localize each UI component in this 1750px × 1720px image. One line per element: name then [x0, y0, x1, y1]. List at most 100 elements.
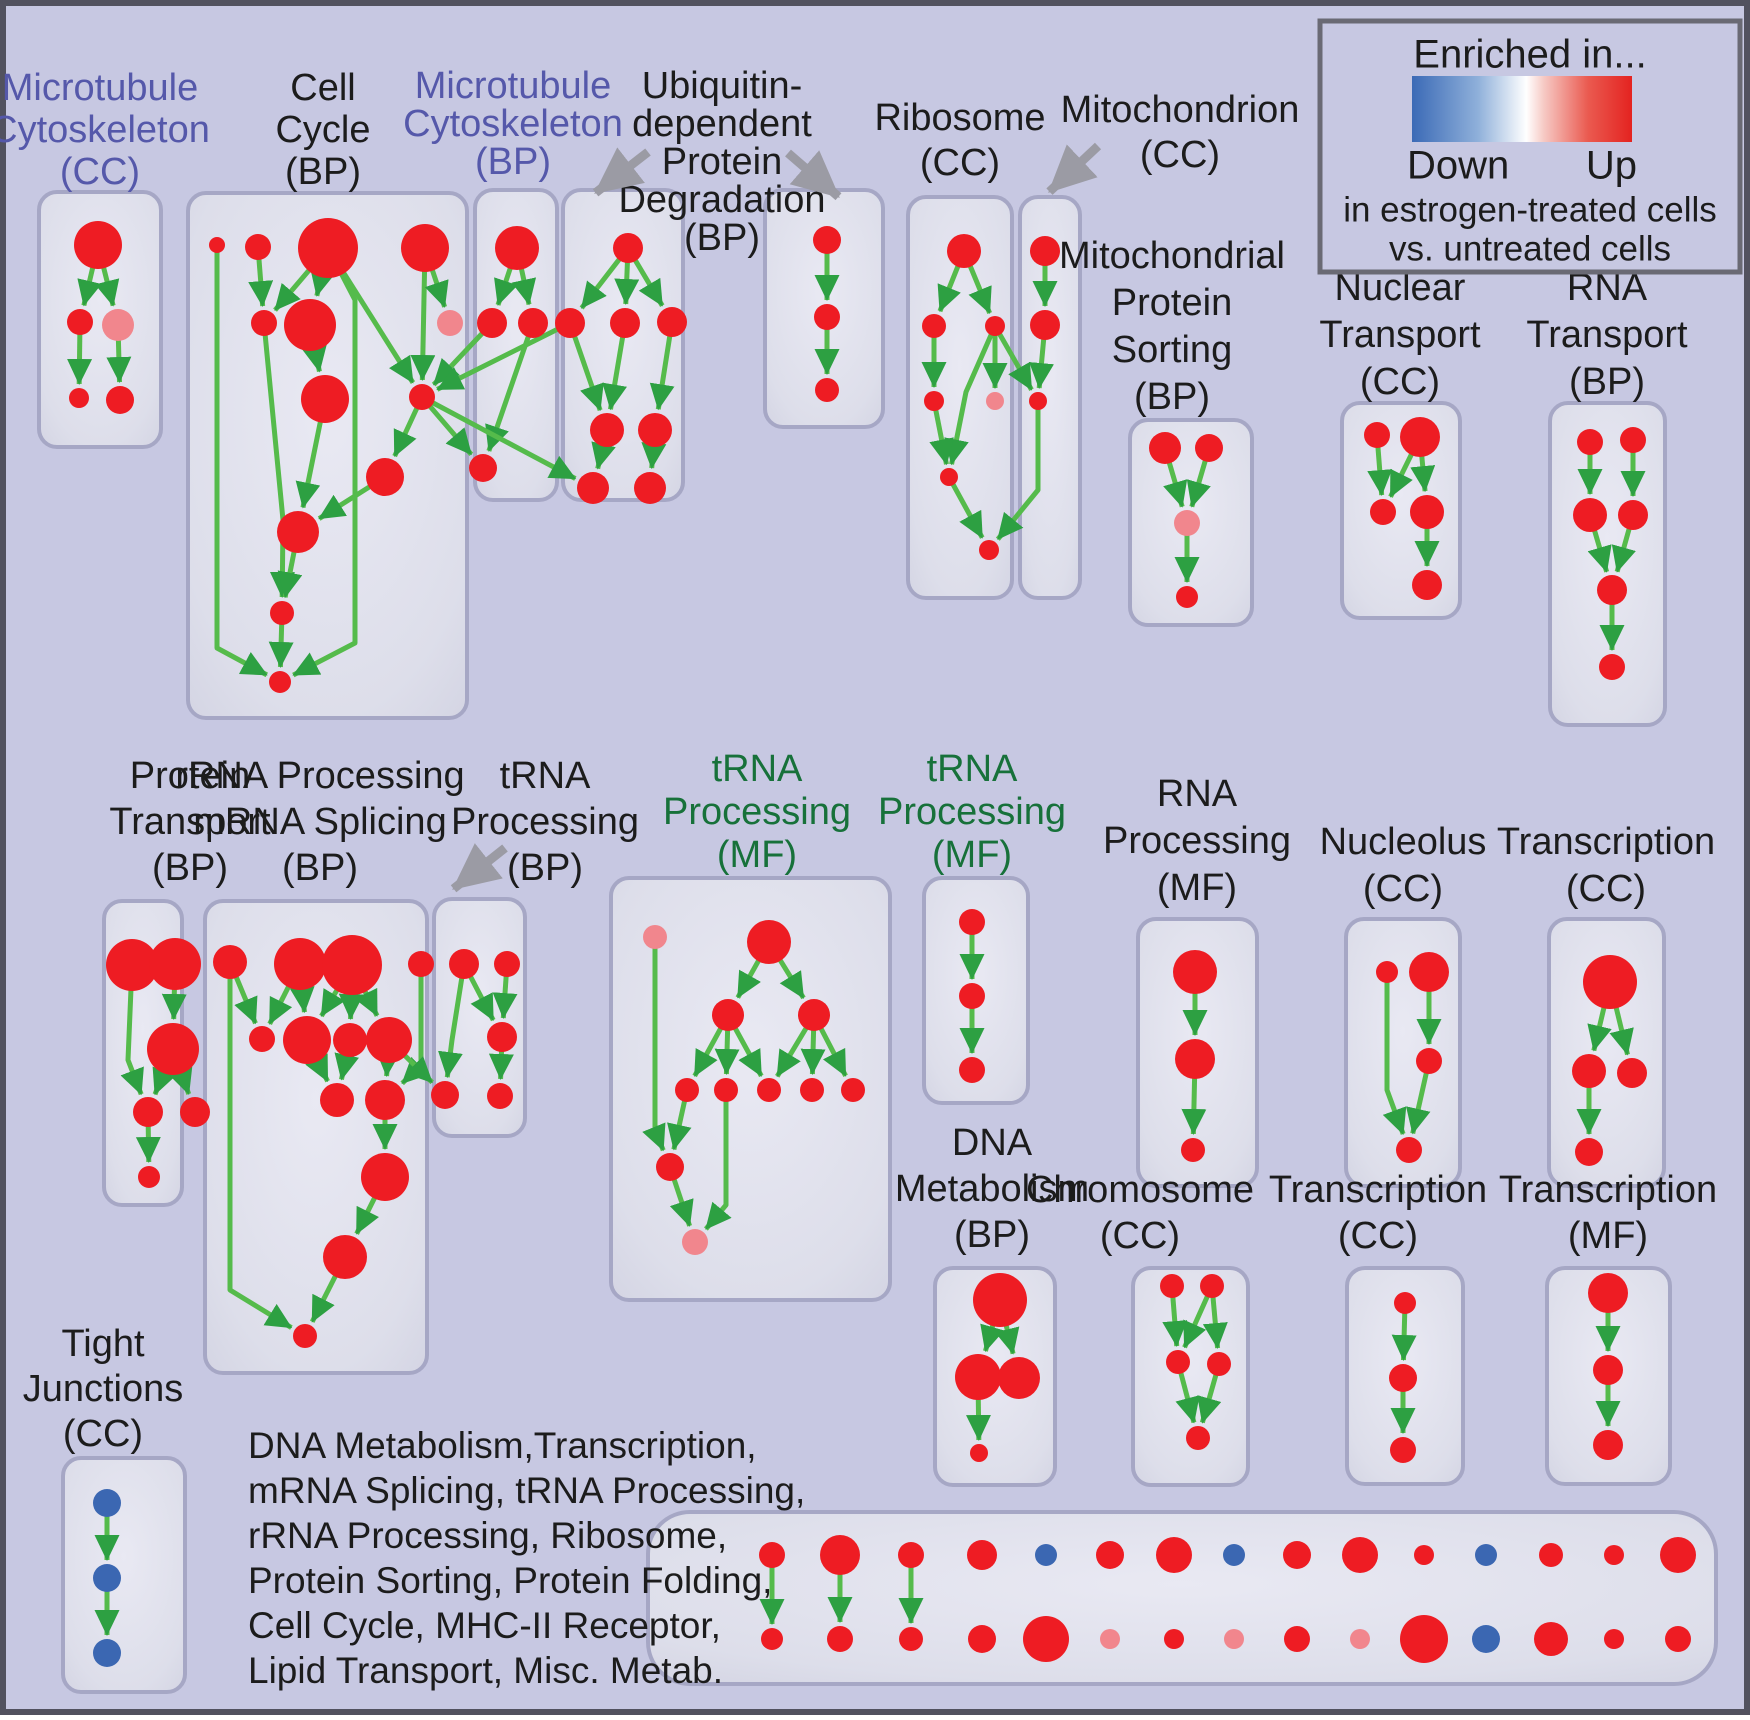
go-term-node: [813, 226, 841, 254]
go-term-node: [1350, 1629, 1370, 1649]
annotation-text-line: rRNA Processing, Ribosome,: [248, 1515, 727, 1556]
go-term-node: [67, 309, 93, 335]
go-term-node: [284, 299, 336, 351]
go-term-node: [93, 1564, 121, 1592]
go-term-node: [1181, 1138, 1205, 1162]
cluster-label-trna-processing-mf-large: (MF): [717, 834, 797, 876]
go-term-node: [638, 413, 672, 447]
cluster-label-dna-metabolism-bp: (BP): [954, 1214, 1030, 1256]
go-term-node: [1195, 434, 1223, 462]
go-term-node: [283, 1016, 331, 1064]
go-term-node: [269, 671, 291, 693]
cluster-label-microtubule-cytoskeleton-bp: Cytoskeleton: [403, 103, 623, 145]
go-term-node: [898, 1542, 924, 1568]
go-term-node: [487, 1083, 513, 1109]
go-term-node: [1577, 429, 1603, 455]
edge-arrow: [567, 322, 604, 412]
cluster-label-trna-processing-bp: tRNA: [500, 755, 591, 797]
cluster-label-rna-processing-mf: RNA: [1157, 773, 1238, 815]
go-term-node: [714, 1078, 738, 1102]
go-term-node: [1400, 1615, 1448, 1663]
go-term-node: [1665, 1626, 1691, 1652]
go-term-node: [1223, 1544, 1245, 1566]
go-term-node: [1539, 1543, 1563, 1567]
go-term-node: [1414, 1545, 1434, 1565]
go-term-node: [437, 310, 463, 336]
annotation-text-line: Cell Cycle, MHC-II Receptor,: [248, 1605, 721, 1646]
cluster-label-protein-transport-bp: (BP): [152, 847, 228, 889]
cluster-label-rna-processing-mf: Processing: [1103, 820, 1291, 862]
go-term-node: [249, 1026, 275, 1052]
go-term-node: [322, 935, 382, 995]
go-term-node: [245, 234, 271, 260]
label-pointer-arrow: [785, 149, 842, 201]
cluster-label-ribosome-cc: Ribosome: [874, 97, 1045, 139]
go-term-node: [477, 308, 507, 338]
annotation-text-line: mRNA Splicing, tRNA Processing,: [248, 1470, 805, 1511]
go-term-node: [469, 454, 497, 482]
go-term-node: [401, 224, 449, 272]
go-term-node: [1030, 310, 1060, 340]
go-term-node: [1283, 1541, 1311, 1569]
go-term-node: [1030, 236, 1060, 266]
go-term-node: [759, 1542, 785, 1568]
go-term-node: [841, 1078, 865, 1102]
cluster-label-trna-processing-bp: (BP): [507, 847, 583, 889]
cross-edge-arrow: [420, 394, 577, 481]
go-term-node: [1475, 1544, 1497, 1566]
go-term-node: [555, 308, 585, 338]
cluster-label-microtubule-cytoskeleton-cc: Cytoskeleton: [0, 109, 210, 151]
edge-arrow: [227, 962, 293, 1330]
cluster-label-protein-transport-bp: Transport: [109, 801, 271, 843]
go-term-node: [69, 388, 89, 408]
go-term-node: [1472, 1625, 1500, 1653]
cross-edge-arrow: [436, 320, 572, 392]
cluster-label-trna-processing-mf-large: tRNA: [712, 748, 803, 790]
cluster-label-microtubule-cytoskeleton-bp: (BP): [475, 141, 551, 183]
go-term-node: [675, 1078, 699, 1102]
cluster-label-cell-cycle-bp: (BP): [285, 151, 361, 193]
go-term-node: [1410, 495, 1444, 529]
go-term-node: [149, 938, 201, 990]
cluster-label-mitochondrial-protein-sorting-bp: Protein: [1112, 282, 1232, 324]
legend-up-label: Up: [1586, 144, 1637, 188]
go-term-node: [1175, 1039, 1215, 1079]
go-term-node: [1400, 417, 1440, 457]
cluster-label-rrna-processing-mrna-splicing-bp: rRNA Processing: [175, 755, 464, 797]
go-term-node: [1100, 1629, 1120, 1649]
cluster-box-chromosome-cc: [1131, 1266, 1250, 1487]
go-term-node: [1166, 1350, 1190, 1374]
go-term-node: [959, 1057, 985, 1083]
legend-gradient-bar: [1412, 76, 1632, 142]
go-term-node: [1593, 1355, 1623, 1385]
label-pointer-arrow: [592, 147, 651, 197]
go-term-node: [495, 226, 539, 270]
go-term-node: [1370, 499, 1396, 525]
go-term-node: [1604, 1545, 1624, 1565]
go-term-node: [1035, 1544, 1057, 1566]
go-term-node: [712, 999, 744, 1031]
cluster-box-rrna-processing-mrna-splicing-bp: [203, 899, 429, 1375]
go-term-node: [93, 1639, 121, 1667]
go-term-node: [1176, 586, 1198, 608]
go-term-node: [827, 1626, 853, 1652]
cluster-label-ubiquitin-dependent-protein-degradation-bp: Protein: [662, 141, 782, 183]
go-term-node: [366, 1017, 412, 1063]
go-term-node: [449, 949, 479, 979]
go-term-node: [1200, 1274, 1224, 1298]
go-term-node: [1617, 1058, 1647, 1088]
edge-arrow: [642, 937, 666, 1152]
go-term-node: [102, 309, 134, 341]
go-term-node: [1364, 422, 1390, 448]
go-term-node: [656, 1153, 684, 1181]
go-term-node: [180, 1097, 210, 1127]
label-pointer-arrow: [450, 843, 508, 893]
go-term-node: [277, 511, 319, 553]
cluster-label-cell-cycle-bp: Cycle: [275, 109, 370, 151]
go-term-node: [967, 1540, 997, 1570]
cluster-label-nuclear-transport-cc: Transport: [1319, 314, 1481, 356]
cluster-label-transcription-cc-bottom: (CC): [1338, 1215, 1418, 1257]
go-term-node: [1597, 575, 1627, 605]
cluster-box-tight-junctions-cc: [61, 1456, 187, 1694]
go-term-node: [1376, 961, 1398, 983]
